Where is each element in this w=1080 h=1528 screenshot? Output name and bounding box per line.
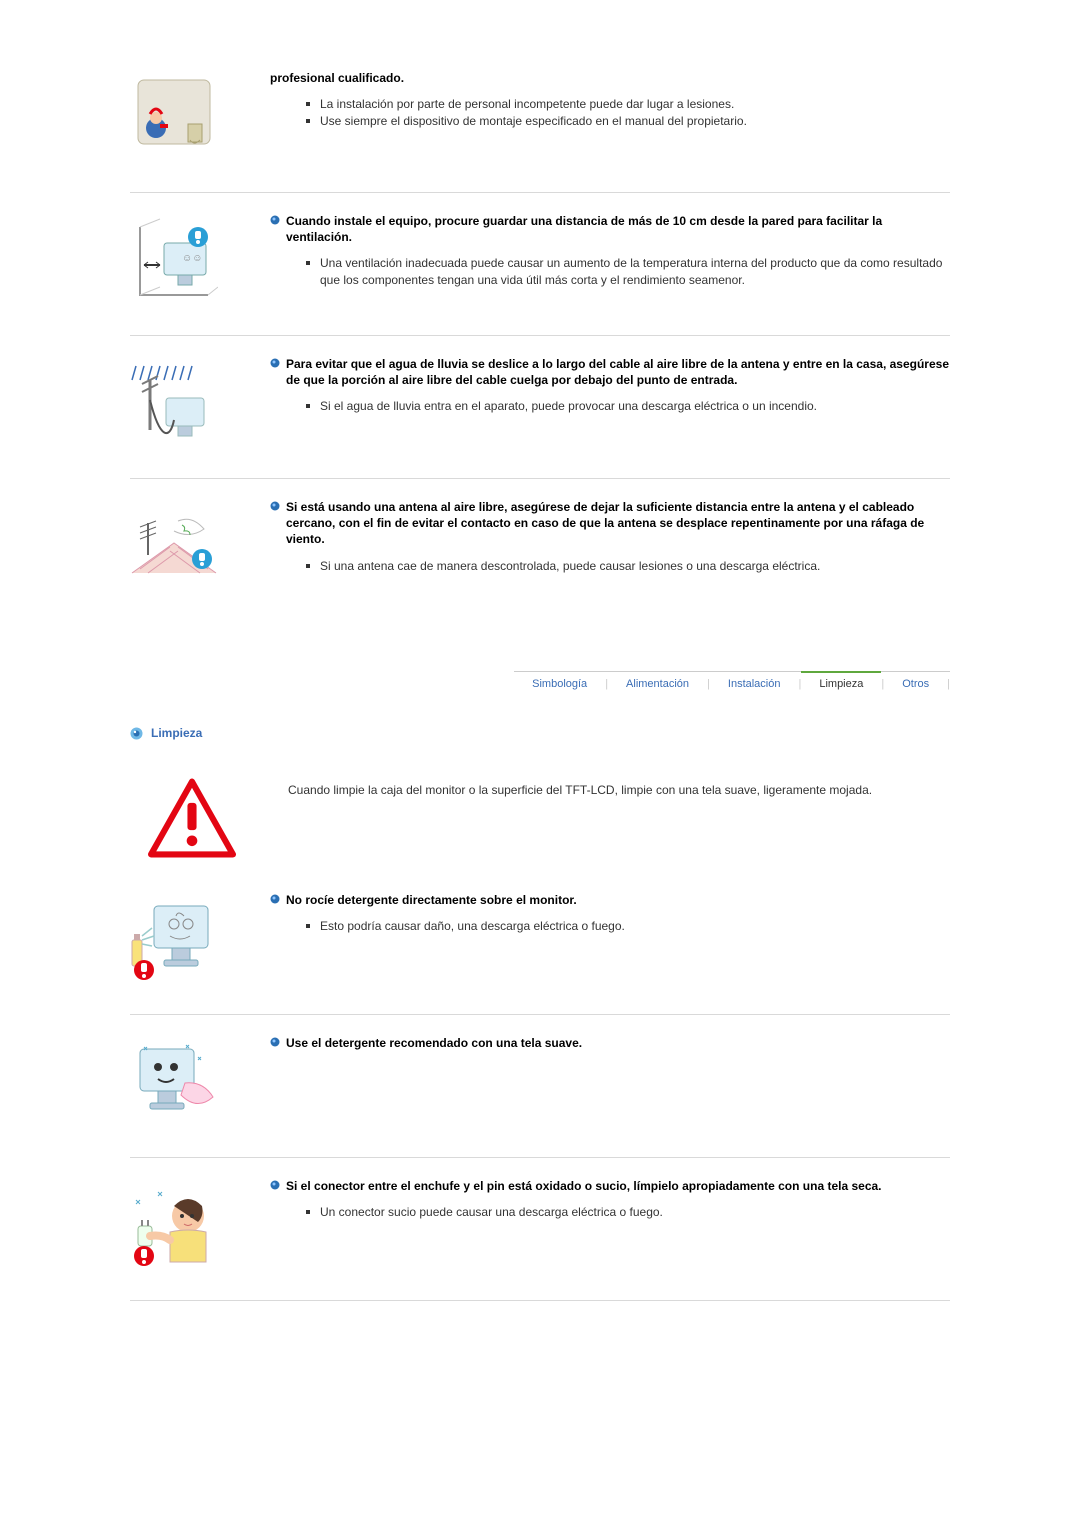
warning-triangle-icon <box>148 774 236 862</box>
plug-clean-icon <box>130 1182 218 1270</box>
safety-bullets: Un conector sucio puede causar una desca… <box>270 1204 950 1221</box>
safety-content: Si el conector entre el enchufe y el pin… <box>260 1178 950 1270</box>
safety-item: Use el detergente recomendado con una te… <box>80 1025 1000 1147</box>
divider <box>130 192 950 193</box>
safety-content: Use el detergente recomendado con una te… <box>260 1035 950 1127</box>
safety-bullets: Si una antena cae de manera descontrolad… <box>270 558 950 575</box>
bullet-gem-icon <box>270 358 280 368</box>
tab-limpieza[interactable]: Limpieza <box>801 671 881 696</box>
bullet-gem-icon <box>270 1037 280 1047</box>
safety-content: No rocíe detergente directamente sobre e… <box>260 892 950 984</box>
antenna-roof-icon <box>130 503 218 591</box>
safety-heading: No rocíe detergente directamente sobre e… <box>286 892 577 908</box>
section-header: Limpieza <box>80 726 1000 740</box>
safety-illustration <box>130 1178 260 1270</box>
rain-cable-icon <box>130 360 218 448</box>
safety-item: Para evitar que el agua de lluvia se des… <box>80 346 1000 468</box>
safety-item: Si está usando una antena al aire libre,… <box>80 489 1000 611</box>
safety-content: Para evitar que el agua de lluvia se des… <box>260 356 950 448</box>
safety-item: profesional cualificado. La instalación … <box>80 60 1000 182</box>
tab-instalacion[interactable]: Instalación <box>710 671 799 696</box>
bullet-text: La instalación por parte de personal inc… <box>306 96 950 113</box>
safety-illustration: ☺☺ <box>130 213 260 305</box>
safety-content: Cuando instale el equipo, procure guarda… <box>260 213 950 305</box>
safety-item: ☺☺ Cuando instale el equipo, procure gua… <box>80 203 1000 325</box>
cleaning-intro-text: Cuando limpie la caja del monitor o la s… <box>288 783 872 797</box>
bullet-gem-icon <box>270 215 280 225</box>
cloth-monitor-icon <box>130 1039 218 1127</box>
tab-separator: | <box>947 671 950 696</box>
cleaning-intro: Cuando limpie la caja del monitor o la s… <box>80 760 1000 882</box>
section-tabs: Simbología | Alimentación | Instalación … <box>130 671 950 696</box>
safety-illustration <box>130 499 260 591</box>
bullet-gem-icon <box>270 894 280 904</box>
bullet-text: Un conector sucio puede causar una desca… <box>306 1204 950 1221</box>
safety-content: Si está usando una antena al aire libre,… <box>260 499 950 591</box>
tab-alimentacion[interactable]: Alimentación <box>608 671 707 696</box>
safety-illustration <box>130 892 260 984</box>
bullet-gem-icon <box>270 1180 280 1190</box>
safety-item: Si el conector entre el enchufe y el pin… <box>80 1168 1000 1290</box>
safety-heading: profesional cualificado. <box>270 70 404 86</box>
safety-heading: Use el detergente recomendado con una te… <box>286 1035 582 1051</box>
warning-illustration <box>130 770 278 862</box>
bullet-gem-icon <box>270 501 280 511</box>
tab-otros[interactable]: Otros <box>884 671 947 696</box>
bullet-text: Si una antena cae de manera descontrolad… <box>306 558 950 575</box>
svg-text:☺☺: ☺☺ <box>182 253 202 264</box>
bullet-text: Una ventilación inadecuada puede causar … <box>306 255 950 289</box>
cleaning-intro-content: Cuando limpie la caja del monitor o la s… <box>278 770 950 862</box>
divider <box>130 1014 950 1015</box>
installation-section: profesional cualificado. La instalación … <box>80 60 1000 611</box>
divider <box>130 478 950 479</box>
installer-icon <box>130 74 218 162</box>
wall-distance-icon: ☺☺ <box>130 217 218 305</box>
safety-item: No rocíe detergente directamente sobre e… <box>80 882 1000 1004</box>
safety-content: profesional cualificado. La instalación … <box>260 70 950 162</box>
bullet-text: Use siempre el dispositivo de montaje es… <box>306 113 950 130</box>
safety-heading: Cuando instale el equipo, procure guarda… <box>286 213 950 245</box>
safety-bullets: Una ventilación inadecuada puede causar … <box>270 255 950 289</box>
divider <box>130 1157 950 1158</box>
section-gem-icon <box>130 727 143 740</box>
bullet-text: Si el agua de lluvia entra en el aparato… <box>306 398 950 415</box>
safety-bullets: La instalación por parte de personal inc… <box>270 96 950 130</box>
safety-heading: Si el conector entre el enchufe y el pin… <box>286 1178 882 1194</box>
divider <box>130 335 950 336</box>
safety-bullets: Si el agua de lluvia entra en el aparato… <box>270 398 950 415</box>
safety-illustration <box>130 1035 260 1127</box>
spray-monitor-icon <box>130 896 218 984</box>
page-container: profesional cualificado. La instalación … <box>80 0 1000 1371</box>
safety-illustration <box>130 356 260 448</box>
safety-bullets: Esto podría causar daño, una descarga el… <box>270 918 950 935</box>
bullet-text: Esto podría causar daño, una descarga el… <box>306 918 950 935</box>
safety-heading: Para evitar que el agua de lluvia se des… <box>286 356 950 388</box>
safety-illustration <box>130 70 260 162</box>
divider <box>130 1300 950 1301</box>
section-title: Limpieza <box>151 726 202 740</box>
safety-heading: Si está usando una antena al aire libre,… <box>286 499 950 548</box>
tab-simbologia[interactable]: Simbología <box>514 671 605 696</box>
